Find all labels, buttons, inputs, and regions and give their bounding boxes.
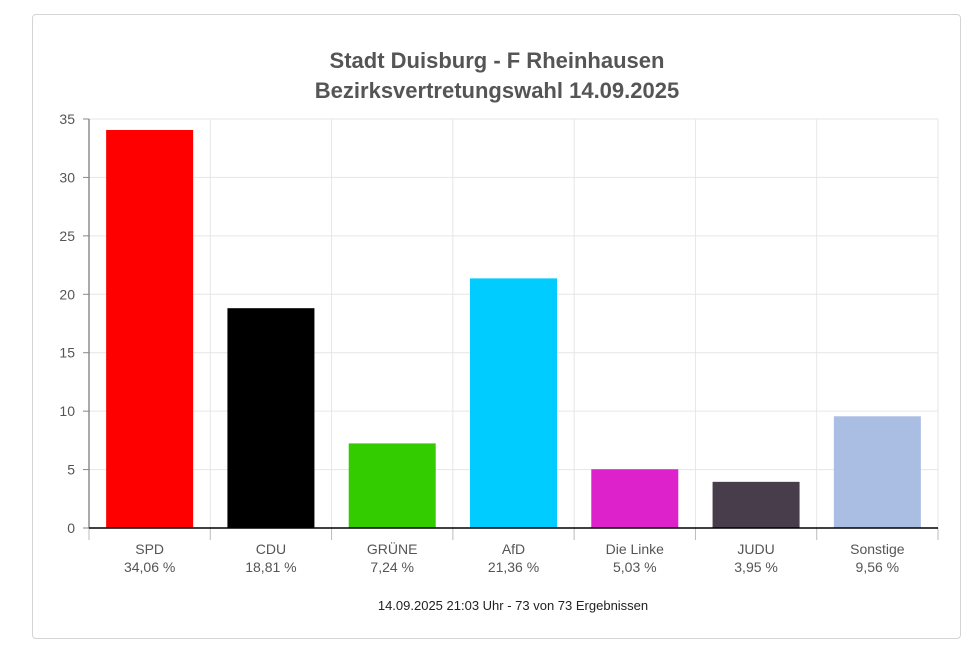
x-value-label: 7,24 % <box>370 559 414 575</box>
y-axis-ticks: 0 5 10 15 20 25 30 35 <box>59 111 89 536</box>
chart-subtitle: Bezirksvertretungswahl 14.09.2025 <box>315 78 679 103</box>
x-value-label: 21,36 % <box>488 559 539 575</box>
bar-die-linke[interactable] <box>591 469 679 528</box>
x-category-label: GRÜNE <box>367 540 418 557</box>
y-tick-label: 25 <box>59 228 75 244</box>
chart-footer: 14.09.2025 21:03 Uhr - 73 von 73 Ergebni… <box>378 598 648 613</box>
bar-cdu[interactable] <box>227 308 315 528</box>
bar-judu[interactable] <box>712 481 800 528</box>
x-category-label: SPD <box>135 541 164 557</box>
y-tick-label: 30 <box>59 169 75 185</box>
x-axis-labels: SPD 34,06 % CDU 18,81 % GRÜNE 7,24 % AfD 21,36 … <box>124 540 905 575</box>
bar-grüne[interactable] <box>348 443 436 528</box>
y-tick-label: 0 <box>67 520 75 536</box>
y-tick-label: 10 <box>59 403 75 419</box>
y-tick-label: 15 <box>59 345 75 361</box>
y-tick-label: 35 <box>59 111 75 127</box>
x-value-label: 3,95 % <box>734 559 778 575</box>
x-category-label: JUDU <box>737 541 774 557</box>
bar-spd[interactable] <box>106 129 194 529</box>
bar-sonstige[interactable] <box>833 416 921 528</box>
y-tick-label: 20 <box>59 286 75 302</box>
y-tick-label: 5 <box>67 462 75 478</box>
x-category-label: Sonstige <box>850 541 905 557</box>
x-category-label: AfD <box>502 541 525 557</box>
bars <box>89 129 938 529</box>
x-category-label: Die Linke <box>606 541 665 557</box>
x-value-label: 34,06 % <box>124 559 175 575</box>
x-value-label: 9,56 % <box>856 559 900 575</box>
bar-afd[interactable] <box>470 278 557 528</box>
chart-title: Stadt Duisburg - F Rheinhausen <box>330 48 665 73</box>
x-category-label: CDU <box>256 541 286 557</box>
x-value-label: 18,81 % <box>245 559 296 575</box>
x-value-label: 5,03 % <box>613 559 657 575</box>
